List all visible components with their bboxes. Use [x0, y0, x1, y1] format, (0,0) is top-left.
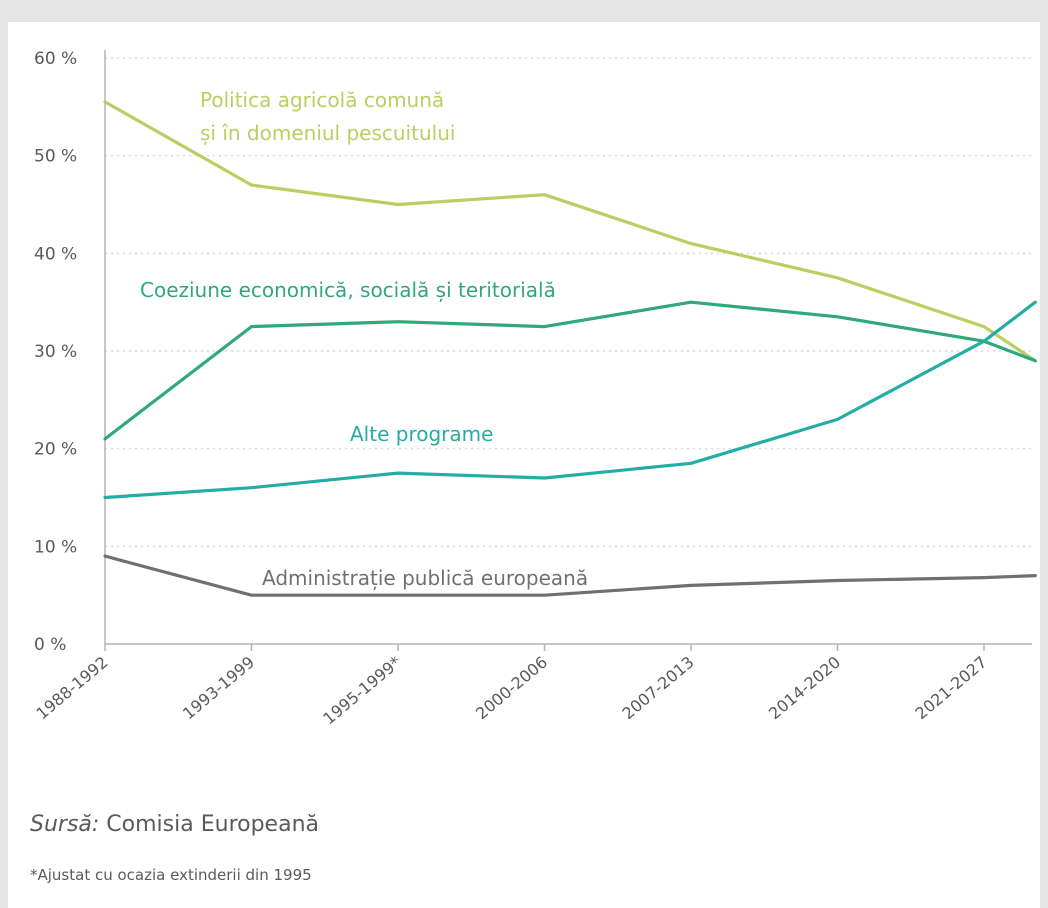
series-line-cohesion — [103, 300, 1037, 441]
x-tick-label: 2000-2006 — [472, 653, 551, 724]
series-line-agriculture — [103, 100, 1037, 363]
series-line-other — [103, 300, 1037, 500]
series-label-agriculture: Politica agricolă comună — [200, 88, 444, 112]
footnote: *Ajustat cu ocazia extinderii din 1995 — [30, 866, 312, 884]
x-tick-label: 2007-2013 — [619, 653, 698, 724]
y-tick-label: 40 % — [34, 244, 77, 264]
y-tick-label: 50 % — [34, 147, 77, 167]
x-tick-label: 2014-2020 — [765, 653, 844, 724]
y-tick-label: 10 % — [34, 537, 77, 557]
line-chart: 0 % 10 % 20 % 30 % 40 % 50 % 60 % 1988-1992 1993… — [33, 49, 1037, 728]
series-line-administration — [103, 554, 1037, 597]
x-tick-label: 2021-2027 — [912, 653, 991, 724]
y-tick-label: 60 % — [34, 49, 77, 69]
series-label-layer: Politica agricolă comună și în domeniul p… — [140, 88, 588, 590]
series-label-cohesion: Coeziune economică, socială și teritoria… — [140, 278, 556, 302]
x-tick-label: 1993-1999 — [179, 653, 258, 724]
grid-layer — [105, 57, 1032, 548]
source-text: Comisia Europeană — [99, 812, 319, 837]
source-prefix: Sursă: — [30, 812, 100, 837]
y-tick-label: 0 % — [34, 635, 66, 655]
series-label-administration: Administrație publică europeană — [262, 566, 588, 590]
y-tick-label: 20 % — [34, 440, 77, 460]
x-tick-label: 1988-1992 — [33, 653, 112, 724]
x-tick-label: 1995-1999* — [319, 653, 404, 729]
y-tick-label: 30 % — [34, 342, 77, 362]
series-layer — [103, 100, 1037, 597]
source-note: Sursă: Comisia Europeană — [30, 812, 319, 837]
series-label-other: Alte programe — [350, 422, 493, 446]
axis-layer: 0 % 10 % 20 % 30 % 40 % 50 % 60 % 1988-1992 1993… — [33, 49, 1032, 728]
series-label-agriculture: și în domeniul pescuitului — [200, 121, 455, 145]
